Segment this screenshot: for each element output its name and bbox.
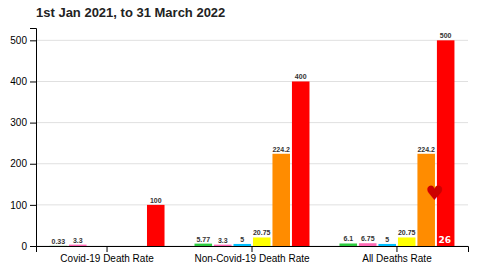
data-label: 3.3 [218, 237, 228, 244]
x-tick-label: All Deaths Rate [362, 253, 432, 264]
annotation: 26 [438, 235, 451, 245]
x-axis-line [37, 247, 469, 253]
y-tick-label: 100 [10, 200, 27, 211]
data-label: 100 [150, 197, 162, 204]
data-label: 6.1 [343, 235, 353, 242]
bar [89, 246, 107, 247]
bar [69, 245, 87, 246]
bar [127, 246, 145, 247]
x-tick-mark [107, 246, 108, 252]
data-labels: 0.33 5.77 6.1 3.3 3.3 6.75 5 5 20.75 20.75 224.2 22… [52, 32, 452, 245]
data-label: 6.75 [361, 235, 375, 242]
y-tick-mark [30, 205, 36, 206]
bar [147, 205, 165, 246]
grid-line [36, 204, 468, 205]
x-tick: Covid-19 Death Rate [60, 246, 154, 264]
data-label: 5 [240, 236, 244, 243]
bar [214, 245, 232, 246]
data-label: 5.77 [196, 236, 210, 243]
bar [233, 244, 251, 246]
bar [378, 244, 396, 246]
y-tick: 400 [10, 76, 36, 87]
data-label: 400 [295, 73, 307, 80]
bar [253, 237, 271, 246]
data-label: 3.3 [73, 237, 83, 244]
y-tick-label: 200 [10, 158, 27, 169]
y-tick-mark [30, 123, 36, 124]
data-label: 5 [385, 236, 389, 243]
annotations: ♥ 26 [425, 181, 451, 245]
bar [195, 244, 213, 246]
x-tick-label: Covid-19 Death Rate [60, 253, 154, 264]
bars [50, 40, 455, 246]
y-tick-mark [30, 40, 36, 41]
bar [339, 243, 357, 246]
x-tick-mark [252, 246, 253, 252]
bar [108, 246, 126, 247]
bar [359, 243, 377, 246]
grid-line [36, 122, 468, 123]
data-label: 20.75 [398, 229, 416, 236]
grid-line [36, 40, 468, 41]
y-tick: 500 [10, 35, 36, 46]
data-label: 500 [440, 32, 452, 39]
y-tick: 0 [21, 241, 36, 252]
y-tick-mark [30, 81, 36, 82]
y-tick: 100 [10, 200, 36, 211]
data-label: 0.33 [52, 238, 66, 245]
y-tick-label: 500 [10, 35, 27, 46]
y-axis-line [30, 29, 37, 247]
data-label: 224.2 [272, 146, 290, 153]
bar [292, 81, 310, 246]
title: 1st Jan 2021, to 31 March 2022 [36, 5, 225, 20]
x-tick: Non-Covid-19 Death Rate [194, 246, 309, 264]
x-tick-label: Non-Covid-19 Death Rate [194, 253, 309, 264]
bar [437, 40, 455, 246]
plot: 0 100 200 300 400 500 Covid-19 Death Rate Non-C… [10, 29, 468, 265]
grid-line [36, 81, 468, 82]
bar [50, 245, 68, 246]
y-tick-mark [30, 246, 36, 247]
annotation: ♥ [425, 181, 443, 205]
bar [398, 237, 416, 246]
y-tick-label: 400 [10, 76, 27, 87]
bar [272, 154, 290, 246]
y-tick-label: 300 [10, 117, 27, 128]
y-axis: 0 100 200 300 400 500 [10, 29, 36, 252]
chart: 1st Jan 2021, to 31 March 2022 0 100 200 300… [0, 0, 480, 270]
y-tick-mark [30, 164, 36, 165]
data-label: 224.2 [417, 146, 435, 153]
y-tick: 300 [10, 117, 36, 128]
grid [36, 40, 468, 246]
x-tick-mark [396, 246, 397, 252]
x-tick: All Deaths Rate [362, 246, 432, 264]
x-axis: Covid-19 Death Rate Non-Covid-19 Death Ra… [37, 246, 469, 264]
y-tick-label: 0 [21, 241, 27, 252]
y-tick: 200 [10, 158, 36, 169]
data-label: 20.75 [253, 229, 271, 236]
grid-line [36, 163, 468, 164]
